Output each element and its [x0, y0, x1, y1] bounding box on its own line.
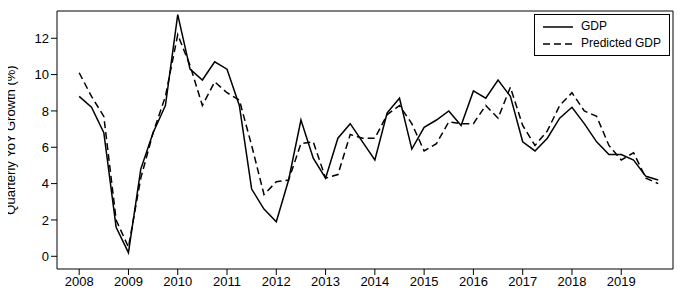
svg-text:2019: 2019 [607, 274, 636, 289]
svg-text:2: 2 [42, 213, 49, 228]
svg-text:2018: 2018 [558, 274, 587, 289]
svg-text:8: 8 [42, 104, 49, 119]
svg-text:4: 4 [42, 176, 49, 191]
svg-text:2011: 2011 [213, 274, 241, 289]
svg-text:6: 6 [42, 140, 49, 155]
svg-text:2008: 2008 [65, 274, 94, 289]
svg-text:2014: 2014 [360, 274, 389, 289]
svg-text:2016: 2016 [459, 274, 488, 289]
svg-text:Quarterly YoY Growth (%): Quarterly YoY Growth (%) [8, 65, 18, 214]
html-text:GDP: GDP [581, 19, 607, 33]
svg-text:2009: 2009 [114, 274, 143, 289]
svg-text:0: 0 [42, 249, 49, 264]
svg-text:2015: 2015 [410, 274, 439, 289]
svg-text:2012: 2012 [262, 274, 291, 289]
svg-text:2017: 2017 [508, 274, 537, 289]
svg-text:12: 12 [35, 31, 49, 46]
html-text:Predicted GDP: Predicted GDP [581, 36, 661, 50]
svg-text:10: 10 [35, 67, 49, 82]
svg-text:2013: 2013 [311, 274, 340, 289]
svg-text:2010: 2010 [163, 274, 192, 289]
